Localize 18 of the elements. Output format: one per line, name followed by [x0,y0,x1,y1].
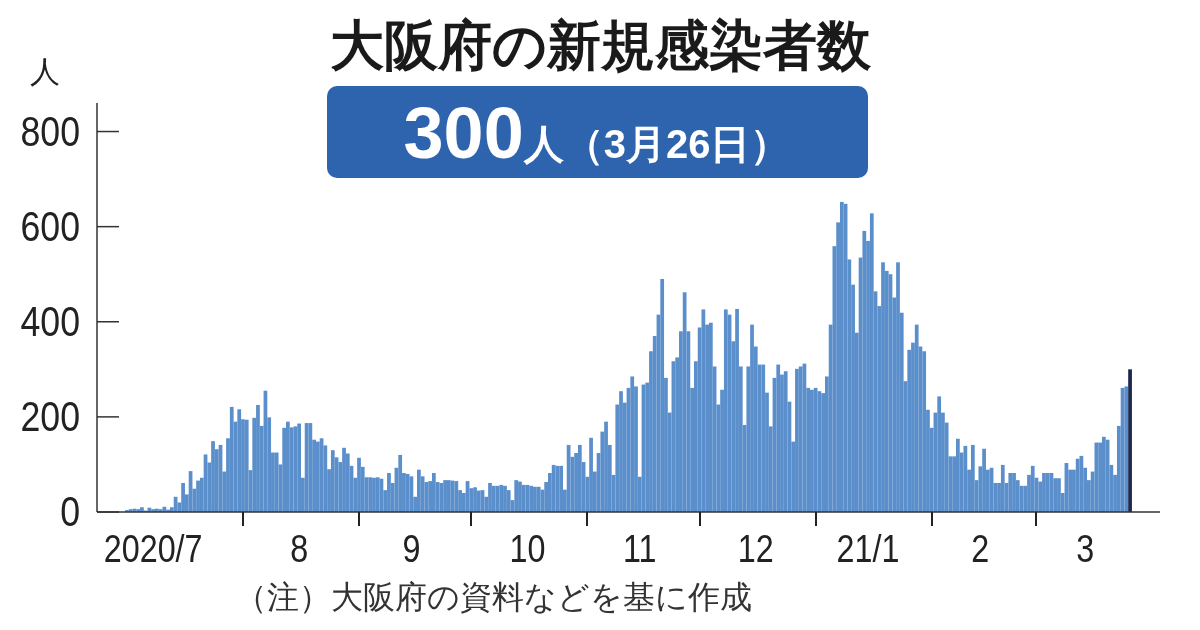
chart-subtitle: 300人（3月26日） [403,93,791,173]
x-tick-label: 9 [402,527,421,570]
x-tick-label: 2 [971,527,990,570]
x-tick-label: 10 [509,527,546,570]
y-tick-label: 400 [20,298,80,345]
x-tick-label: 11 [622,527,657,570]
x-tick-label: 8 [290,527,309,570]
x-tick-label: 2020/7 [103,527,203,570]
chart-title: 大阪府の新規感染者数 [329,15,872,75]
x-tick-label: 21/1 [836,527,900,570]
text: （注）大阪府の資料などを基に作成 [234,579,752,615]
x-tick-label: 3 [1076,527,1095,570]
x-tick-label: 12 [737,527,774,570]
y-tick-label: 200 [20,393,80,440]
y-tick-label: 800 [20,107,80,155]
y-tick-label: 600 [20,202,80,250]
y-axis-title: 人 [30,55,60,88]
y-tick-label: 0 [60,488,80,535]
